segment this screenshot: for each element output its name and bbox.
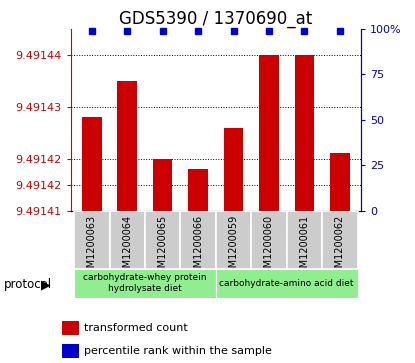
Bar xyxy=(110,211,145,269)
Bar xyxy=(181,211,216,269)
Bar xyxy=(82,117,102,211)
Bar xyxy=(62,344,79,358)
Text: protocol: protocol xyxy=(4,278,52,291)
Text: GSM1200066: GSM1200066 xyxy=(193,215,203,280)
Bar xyxy=(251,211,287,269)
Text: GSM1200064: GSM1200064 xyxy=(122,215,132,280)
Bar xyxy=(216,269,357,298)
Text: carbohydrate-amino acid diet: carbohydrate-amino acid diet xyxy=(220,279,354,287)
Bar xyxy=(153,159,172,211)
Text: ▶: ▶ xyxy=(41,278,50,291)
Bar xyxy=(322,211,357,269)
Bar xyxy=(117,81,137,211)
Bar xyxy=(74,269,216,298)
Text: percentile rank within the sample: percentile rank within the sample xyxy=(84,346,272,356)
Bar xyxy=(287,211,322,269)
Bar xyxy=(62,321,79,335)
Title: GDS5390 / 1370690_at: GDS5390 / 1370690_at xyxy=(119,10,312,28)
Bar xyxy=(330,154,349,211)
Text: GSM1200060: GSM1200060 xyxy=(264,215,274,280)
Text: GSM1200059: GSM1200059 xyxy=(229,215,239,281)
Text: carbohydrate-whey protein
hydrolysate diet: carbohydrate-whey protein hydrolysate di… xyxy=(83,273,207,293)
Text: GSM1200061: GSM1200061 xyxy=(299,215,309,280)
Text: transformed count: transformed count xyxy=(84,323,188,333)
Text: GSM1200065: GSM1200065 xyxy=(158,215,168,281)
Bar xyxy=(259,55,279,211)
Bar xyxy=(216,211,251,269)
Bar xyxy=(145,211,181,269)
Text: GSM1200062: GSM1200062 xyxy=(335,215,345,281)
Bar xyxy=(295,55,314,211)
Bar xyxy=(74,211,110,269)
Text: GSM1200063: GSM1200063 xyxy=(87,215,97,280)
Bar xyxy=(224,127,243,211)
Bar xyxy=(188,169,208,211)
